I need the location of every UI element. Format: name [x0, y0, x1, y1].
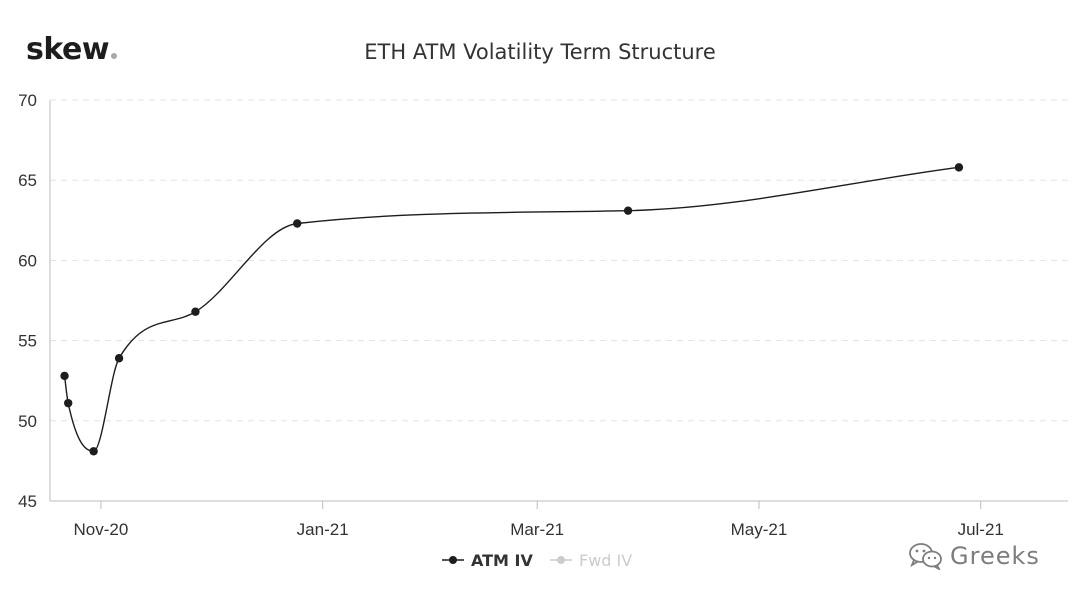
- x-tick-label: May-21: [731, 520, 788, 539]
- data-point[interactable]: [89, 447, 98, 456]
- x-tick-label: Jul-21: [958, 520, 1004, 539]
- wechat-icon: [909, 543, 942, 570]
- legend-item[interactable]: Fwd IV: [550, 551, 632, 570]
- axis-layer: 45 50 55 60 65 70 Nov-20 Jan-21 Mar-21 May-21 Jul-…: [18, 91, 1068, 539]
- data-point[interactable]: [60, 371, 69, 381]
- legend-item[interactable]: ATM IV: [442, 551, 534, 570]
- brand-dot: [111, 53, 118, 59]
- x-tick-label: Jan-21: [297, 520, 349, 539]
- series-line-atm-iv: [63, 166, 960, 452]
- series-layer: [60, 163, 964, 456]
- legend: ATM IV Fwd IV: [442, 551, 632, 570]
- legend-marker: [557, 556, 565, 564]
- data-point[interactable]: [191, 307, 200, 316]
- legend-label: Fwd IV: [579, 551, 632, 570]
- watermark-text: Greeks: [950, 542, 1040, 570]
- data-point[interactable]: [63, 398, 73, 408]
- brand-name: skew: [26, 32, 110, 67]
- watermark: Greeks: [908, 542, 1040, 570]
- brand-logo: skew: [26, 32, 118, 67]
- y-tick-label: 50: [18, 412, 37, 431]
- grid-layer: [50, 99, 1068, 422]
- y-tick-label: 45: [18, 492, 37, 511]
- data-point[interactable]: [954, 163, 964, 172]
- data-point[interactable]: [114, 354, 124, 363]
- y-tick-label: 65: [18, 171, 37, 190]
- legend-label: ATM IV: [471, 551, 534, 570]
- data-point[interactable]: [623, 206, 633, 215]
- y-tick-label: 60: [18, 251, 37, 270]
- y-tick-label: 55: [18, 332, 37, 351]
- chart-title: ETH ATM Volatility Term Structure: [364, 40, 716, 64]
- x-tick-label: Nov-20: [73, 520, 128, 539]
- y-tick-label: 70: [18, 91, 37, 110]
- x-tick-label: Mar-21: [510, 520, 564, 539]
- legend-marker: [449, 556, 457, 564]
- data-point[interactable]: [293, 219, 302, 228]
